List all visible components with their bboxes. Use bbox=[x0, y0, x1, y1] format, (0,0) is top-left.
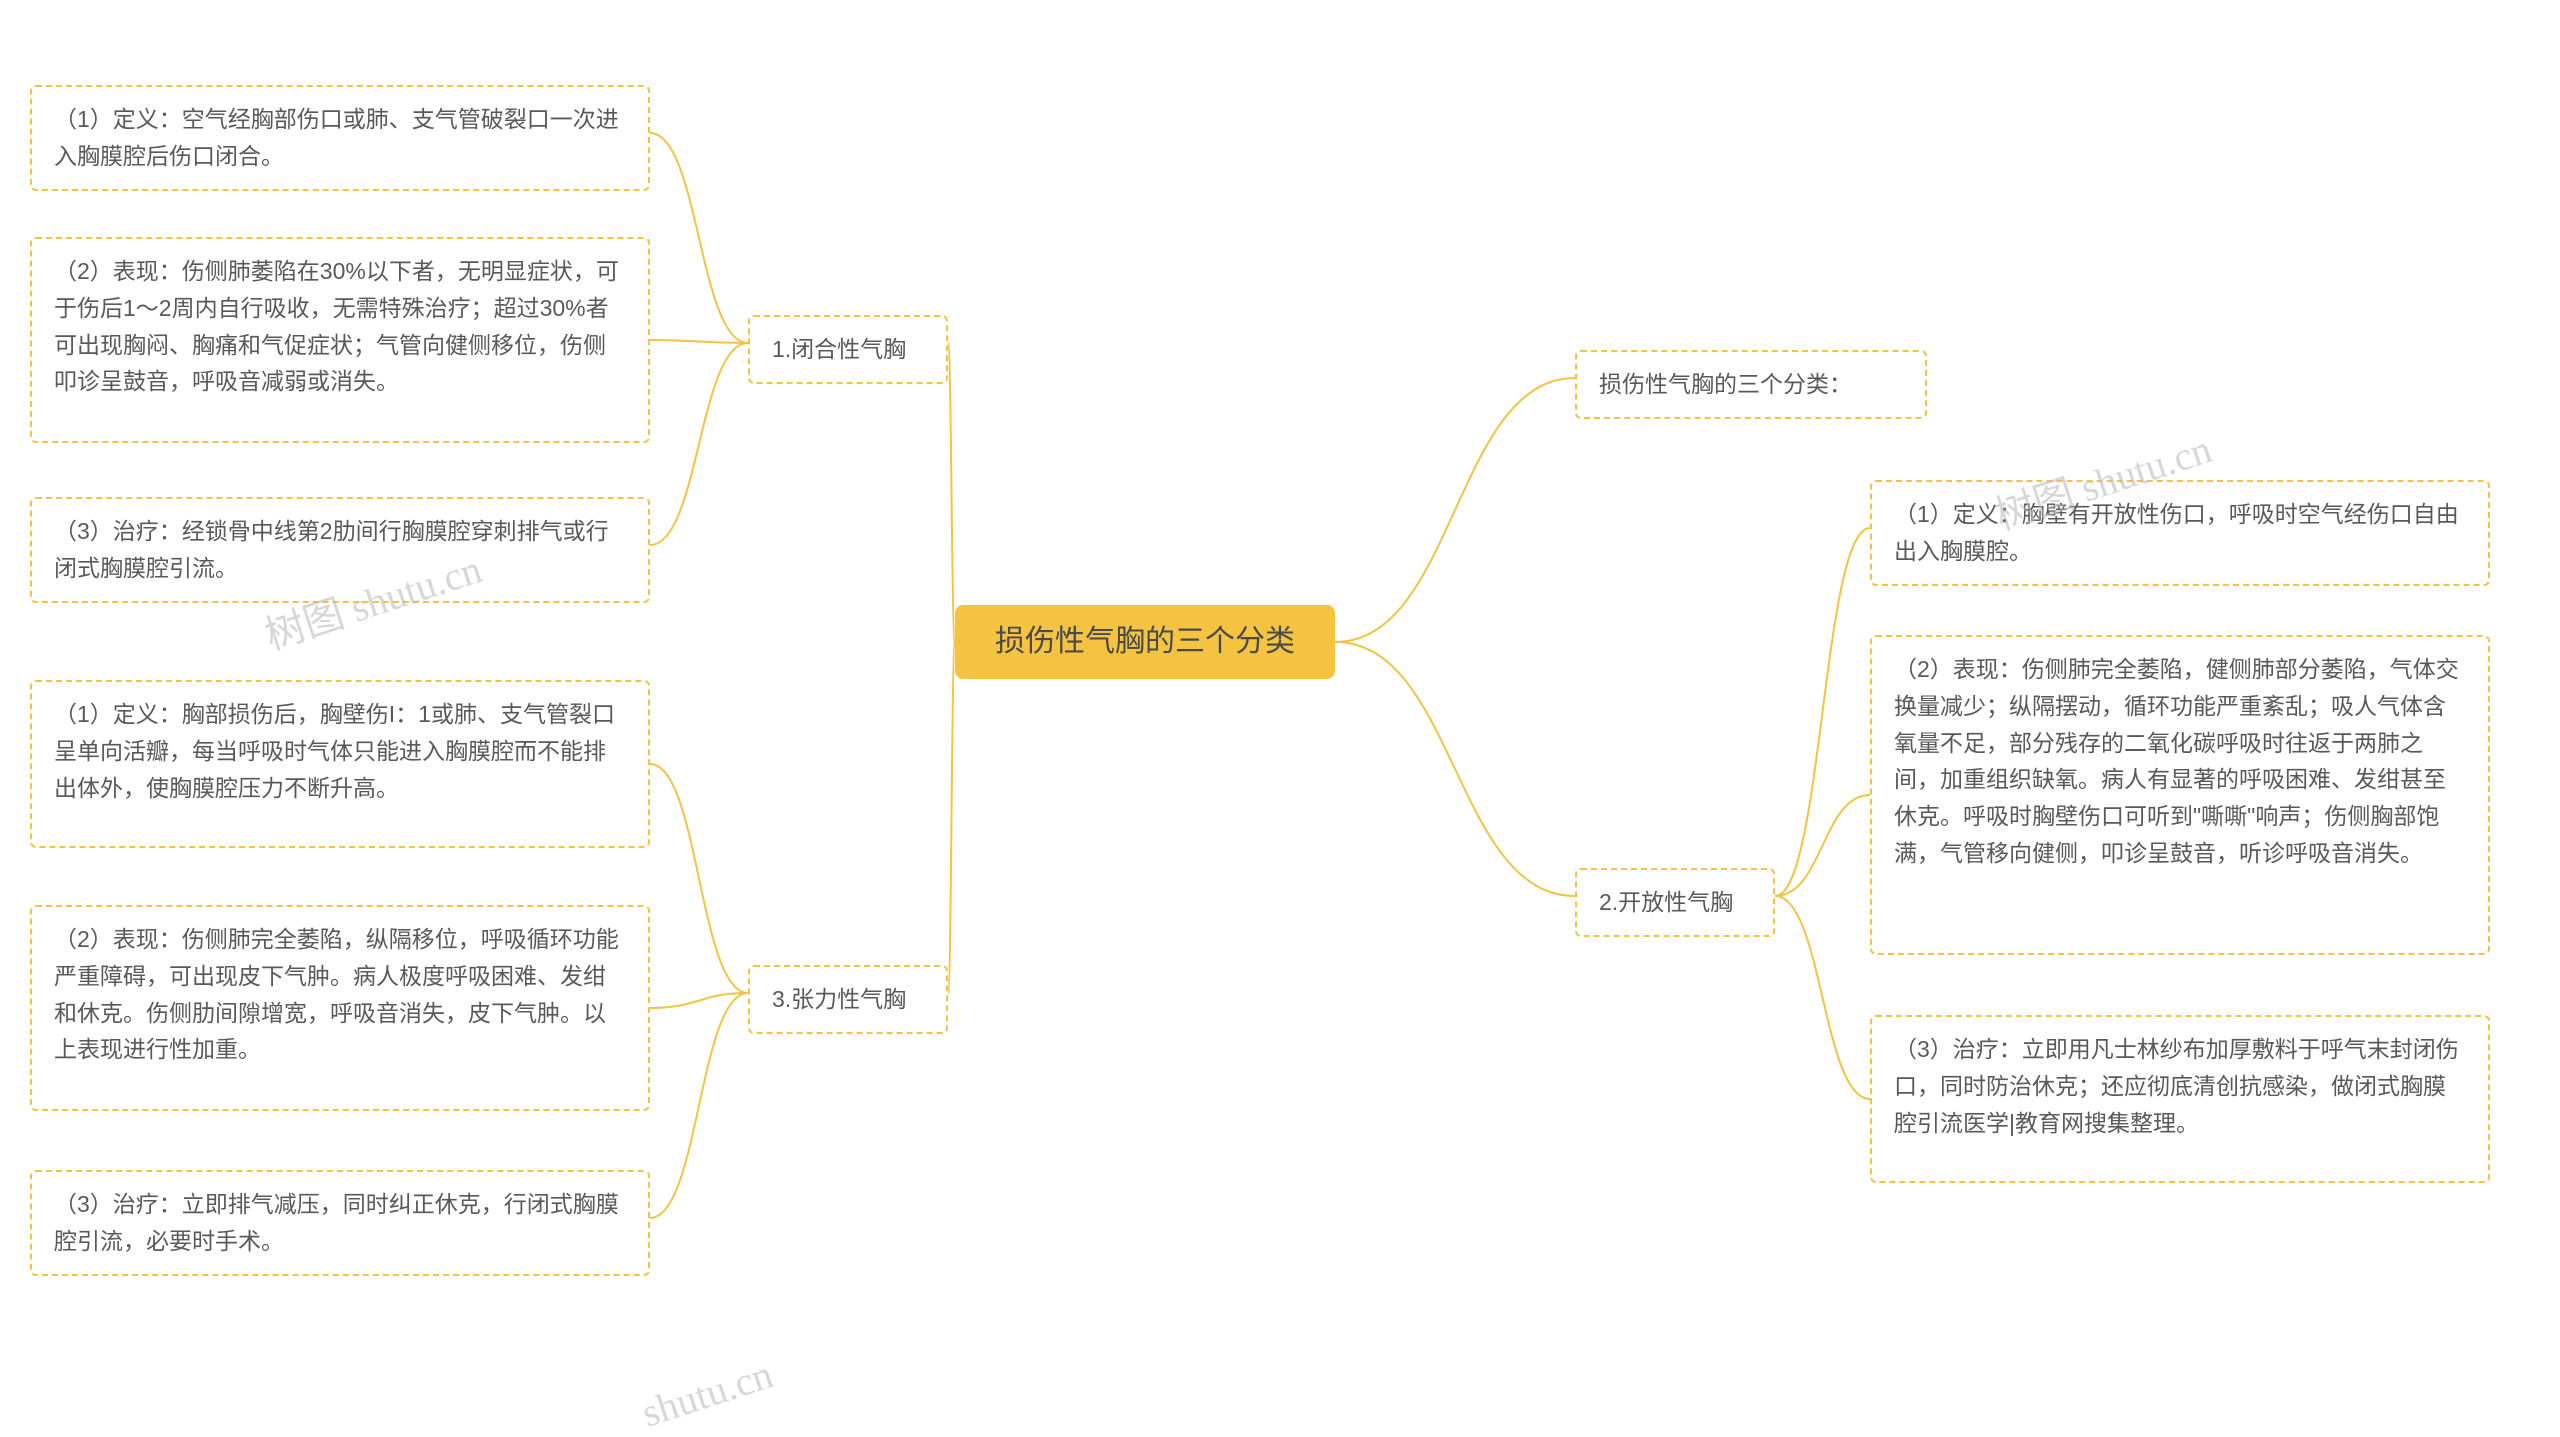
leaf-text: （2）表现：伤侧肺萎陷在30%以下者，无明显症状，可于伤后1～2周内自行吸收，无… bbox=[54, 258, 619, 394]
leaf-text: （2）表现：伤侧肺完全萎陷，纵隔移位，呼吸循环功能严重障碍，可出现皮下气肿。病人… bbox=[54, 926, 619, 1062]
root-node: 损伤性气胸的三个分类 bbox=[955, 605, 1335, 679]
branch-node: 损伤性气胸的三个分类： bbox=[1575, 350, 1927, 419]
leaf-text: （3）治疗：经锁骨中线第2肋间行胸膜腔穿刺排气或行闭式胸膜腔引流。 bbox=[54, 518, 609, 581]
leaf-text: （3）治疗：立即排气减压，同时纠正休克，行闭式胸膜腔引流，必要时手术。 bbox=[54, 1191, 619, 1254]
leaf-node: （3）治疗：立即用凡士林纱布加厚敷料于呼气末封闭伤口，同时防治休克；还应彻底清创… bbox=[1870, 1015, 2490, 1183]
leaf-text: （2）表现：伤侧肺完全萎陷，健侧肺部分萎陷，气体交换量减少；纵隔摆动，循环功能严… bbox=[1894, 656, 2459, 866]
leaf-node: （1）定义：胸部损伤后，胸壁伤I：1或肺、支气管裂口呈单向活瓣，每当呼吸时气体只… bbox=[30, 680, 650, 848]
leaf-node: （2）表现：伤侧肺完全萎陷，健侧肺部分萎陷，气体交换量减少；纵隔摆动，循环功能严… bbox=[1870, 635, 2490, 955]
branch-label: 损伤性气胸的三个分类： bbox=[1599, 371, 1852, 397]
watermark: shutu.cn bbox=[636, 1350, 778, 1436]
branch-label: 2.开放性气胸 bbox=[1599, 889, 1733, 915]
leaf-text: （1）定义：胸壁有开放性伤口，呼吸时空气经伤口自由出入胸膜腔。 bbox=[1894, 501, 2459, 564]
leaf-node: （2）表现：伤侧肺完全萎陷，纵隔移位，呼吸循环功能严重障碍，可出现皮下气肿。病人… bbox=[30, 905, 650, 1111]
branch-node: 1.闭合性气胸 bbox=[748, 315, 948, 384]
leaf-text: （1）定义：空气经胸部伤口或肺、支气管破裂口一次进入胸膜腔后伤口闭合。 bbox=[54, 106, 619, 169]
branch-node: 3.张力性气胸 bbox=[748, 965, 948, 1034]
root-label: 损伤性气胸的三个分类 bbox=[995, 625, 1295, 658]
leaf-text: （3）治疗：立即用凡士林纱布加厚敷料于呼气末封闭伤口，同时防治休克；还应彻底清创… bbox=[1894, 1036, 2459, 1136]
leaf-node: （2）表现：伤侧肺萎陷在30%以下者，无明显症状，可于伤后1～2周内自行吸收，无… bbox=[30, 237, 650, 443]
leaf-node: （3）治疗：经锁骨中线第2肋间行胸膜腔穿刺排气或行闭式胸膜腔引流。 bbox=[30, 497, 650, 603]
mindmap-canvas: 损伤性气胸的三个分类 1.闭合性气胸 （1）定义：空气经胸部伤口或肺、支气管破裂口… bbox=[0, 0, 2560, 1383]
branch-label: 3.张力性气胸 bbox=[772, 986, 906, 1012]
leaf-text: （1）定义：胸部损伤后，胸壁伤I：1或肺、支气管裂口呈单向活瓣，每当呼吸时气体只… bbox=[54, 701, 615, 801]
leaf-node: （1）定义：空气经胸部伤口或肺、支气管破裂口一次进入胸膜腔后伤口闭合。 bbox=[30, 85, 650, 191]
leaf-node: （1）定义：胸壁有开放性伤口，呼吸时空气经伤口自由出入胸膜腔。 bbox=[1870, 480, 2490, 586]
leaf-node: （3）治疗：立即排气减压，同时纠正休克，行闭式胸膜腔引流，必要时手术。 bbox=[30, 1170, 650, 1276]
branch-label: 1.闭合性气胸 bbox=[772, 336, 906, 362]
branch-node: 2.开放性气胸 bbox=[1575, 868, 1775, 937]
